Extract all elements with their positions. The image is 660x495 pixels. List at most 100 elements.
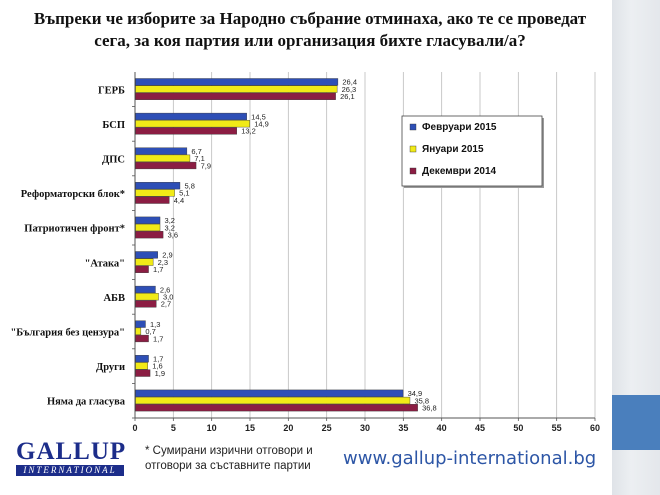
value-label: 3,2 (165, 216, 175, 225)
bars (135, 78, 418, 412)
category-label: Няма да гласува (47, 397, 126, 408)
bar (135, 85, 338, 93)
footnote: * Сумирани изрични отговори и отговори з… (145, 445, 313, 472)
decorative-accent-block (612, 395, 660, 450)
bar-chart: 0 5 10 15 20 25 30 35 40 45 50 55 60 ГЕРБ БСП ДПС Реформ… (10, 72, 600, 433)
x-tick-label: 5 (171, 423, 176, 433)
value-label: 26,1 (340, 92, 355, 101)
logo-word: GALLUP (16, 438, 127, 465)
x-tick-label: 55 (552, 423, 562, 433)
value-label: 34,9 (408, 389, 423, 398)
legend-label: Февруари 2015 (422, 122, 497, 133)
category-label: "Атака" (85, 258, 125, 269)
value-labels: 26,426,326,1 14,514,913,2 6,77,17,9 5,85,14… (145, 78, 436, 413)
category-label: ДПС (102, 155, 125, 166)
value-label: 26,4 (342, 78, 357, 87)
legend-box (401, 115, 543, 187)
value-label: 1,9 (155, 369, 165, 378)
bar (135, 320, 146, 328)
bar (135, 216, 161, 224)
value-label: 1,7 (153, 334, 163, 343)
value-label: 1,3 (150, 320, 160, 329)
value-label: 1,6 (152, 362, 162, 371)
bar (135, 362, 148, 370)
bar (135, 396, 411, 405)
bar (135, 92, 336, 100)
category-label: АБВ (103, 293, 125, 304)
value-label: 1,7 (153, 355, 163, 364)
bar (135, 196, 170, 204)
bar (135, 231, 164, 239)
x-tick-label: 25 (322, 423, 332, 433)
legend-swatch (409, 167, 417, 175)
x-tick-label: 35 (398, 423, 408, 433)
category-label: Реформаторски блок* (21, 189, 125, 200)
x-tick-label: 0 (132, 423, 137, 433)
x-tick-label: 60 (590, 423, 600, 433)
bar (135, 300, 157, 308)
axes: 0 5 10 15 20 25 30 35 40 45 50 55 60 ГЕРБ БСП ДПС Реформ… (10, 72, 600, 433)
logo-band: INTERNATIONAL (16, 465, 124, 476)
legend-label: Януари 2015 (422, 144, 484, 155)
bar (135, 112, 247, 121)
value-label: 26,3 (342, 85, 357, 94)
bar (135, 182, 181, 190)
value-label: 35,8 (414, 396, 429, 405)
bar (135, 258, 154, 266)
value-label: 3,6 (168, 231, 178, 240)
category-label: БСП (102, 120, 125, 131)
value-label: 4,4 (174, 196, 184, 205)
category-label: Патриотичен фронт* (24, 224, 125, 235)
value-label: 14,5 (251, 112, 266, 121)
bar (135, 154, 191, 162)
value-label: 2,6 (160, 285, 170, 294)
bar (135, 389, 404, 397)
bar (135, 285, 156, 294)
legend-label: Декември 2014 (422, 166, 497, 177)
website-link[interactable]: www.gallup-international.bg (343, 448, 597, 469)
x-tick-label: 15 (245, 423, 255, 433)
bar (135, 334, 149, 343)
x-tick-label: 40 (437, 423, 447, 433)
legend-swatch (409, 145, 417, 153)
x-tick-label: 20 (283, 423, 293, 433)
category-label: "България без цензура" (10, 328, 125, 339)
value-label: 2,7 (161, 300, 171, 309)
bar (135, 189, 175, 197)
value-label: 7,1 (194, 154, 204, 163)
value-label: 3,0 (163, 293, 173, 302)
category-label: Други (96, 362, 125, 373)
bar (135, 369, 151, 377)
category-label: ГЕРБ (98, 85, 125, 96)
bar (135, 355, 149, 363)
legend: Февруари 2015 Януари 2015 Декември 2014 (401, 115, 544, 188)
bar (135, 327, 142, 335)
bar (135, 293, 159, 301)
value-label: 3,2 (165, 223, 175, 232)
value-label: 5,1 (179, 189, 189, 198)
bar (135, 223, 161, 232)
value-label: 1,7 (153, 265, 163, 274)
value-label: 5,8 (184, 182, 194, 191)
bar (135, 251, 158, 259)
value-label: 36,8 (422, 404, 437, 413)
bar (135, 120, 250, 128)
value-label: 2,3 (158, 258, 168, 267)
value-label: 14,9 (254, 120, 269, 129)
value-label: 13,2 (241, 127, 256, 136)
gallup-logo: GALLUP INTERNATIONAL (16, 438, 127, 476)
bar (135, 78, 339, 86)
x-tick-label: 30 (360, 423, 370, 433)
bar (135, 161, 197, 170)
bar (135, 404, 418, 412)
bar (135, 147, 188, 155)
x-tick-label: 50 (513, 423, 523, 433)
value-label: 7,9 (201, 161, 211, 170)
value-label: 2,9 (162, 251, 172, 260)
value-label: 0,7 (145, 327, 155, 336)
legend-swatch (409, 123, 417, 131)
x-tick-label: 45 (475, 423, 485, 433)
chart-title: Въпреки че изборите за Народно събрание … (33, 9, 587, 50)
bar (135, 127, 237, 135)
bar (135, 265, 149, 273)
